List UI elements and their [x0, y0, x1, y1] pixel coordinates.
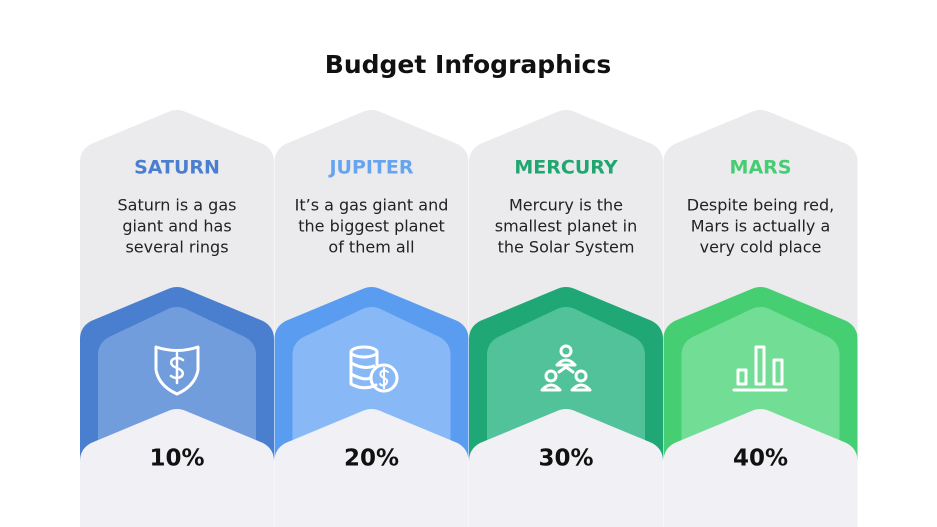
item-description: Mars is actually a: [691, 217, 831, 236]
item-description: the Solar System: [498, 238, 635, 257]
item-value: 10%: [149, 446, 204, 472]
item-value: 20%: [344, 446, 399, 472]
bar-chart-icon: [732, 345, 788, 392]
item-description: Mercury is the: [509, 196, 623, 215]
column: MERCURY Mercury is the smallest planet in t…: [469, 110, 663, 527]
item-description: very cold place: [700, 238, 822, 257]
value-panel: [274, 409, 469, 527]
value-panel: [469, 409, 663, 527]
item-value: 40%: [733, 446, 788, 472]
item-description: of them all: [328, 238, 414, 257]
item-description: smallest planet in: [495, 217, 638, 236]
item-name: MERCURY: [514, 157, 617, 179]
columns: SATURN Saturn is a gas giant and has severa…: [80, 110, 858, 527]
item-description: Despite being red,: [687, 196, 834, 215]
value-panel: [663, 409, 858, 527]
item-description: several rings: [125, 238, 228, 257]
item-value: 30%: [538, 446, 593, 472]
item-description: It’s a gas giant and: [295, 196, 449, 215]
item-name: MARS: [730, 157, 792, 179]
shield-icon: [154, 345, 200, 396]
title: Budget Infographics: [325, 50, 611, 79]
value-panel: [80, 409, 274, 527]
column: JUPITER It’s a gas giant and the biggest p…: [274, 110, 469, 527]
column: SATURN Saturn is a gas giant and has severa…: [80, 110, 274, 527]
team-icon: [540, 344, 592, 392]
item-name: SATURN: [134, 157, 220, 179]
coins-icon: [349, 345, 399, 393]
column: MARS Despite being red, Mars is actually a…: [663, 110, 858, 527]
item-description: the biggest planet: [298, 217, 444, 236]
item-description: Saturn is a gas: [118, 196, 237, 215]
item-description: giant and has: [122, 217, 231, 236]
item-name: JUPITER: [327, 157, 413, 179]
icons: [154, 344, 788, 396]
